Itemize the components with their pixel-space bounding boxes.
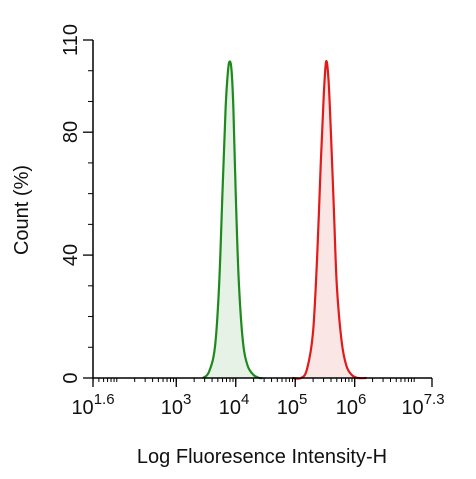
series-layer xyxy=(202,59,367,380)
x-axis-label: Log Fluoresence Intensity-H xyxy=(137,446,387,468)
y-axis-label: Count (%) xyxy=(11,165,33,255)
y-ticks xyxy=(83,39,93,379)
x-tick-label-6: 106 xyxy=(336,391,367,419)
x-tick-label-7-3: 107.3 xyxy=(401,391,444,419)
series-2-area xyxy=(292,61,367,379)
x-major-ticks xyxy=(92,378,433,387)
x-tick-label-1-6: 101.6 xyxy=(71,391,114,419)
series-1-line xyxy=(202,60,263,380)
y-tick-label-0: 0 xyxy=(60,372,82,383)
y-tick-label-110: 110 xyxy=(60,24,82,56)
x-tick-labels: 101.6 103 104 105 106 107.3 xyxy=(71,391,444,419)
x-tick-label-5: 105 xyxy=(277,391,308,419)
y-tick-labels: 0 40 80 110 xyxy=(60,24,82,384)
axes xyxy=(83,39,433,387)
y-tick-label-80: 80 xyxy=(60,121,82,143)
y-tick-label-40: 40 xyxy=(60,244,82,266)
x-tick-label-3: 103 xyxy=(161,391,192,419)
x-tick-label-4: 104 xyxy=(219,391,250,419)
series-1-area xyxy=(203,61,263,379)
series-2-line xyxy=(292,59,367,380)
